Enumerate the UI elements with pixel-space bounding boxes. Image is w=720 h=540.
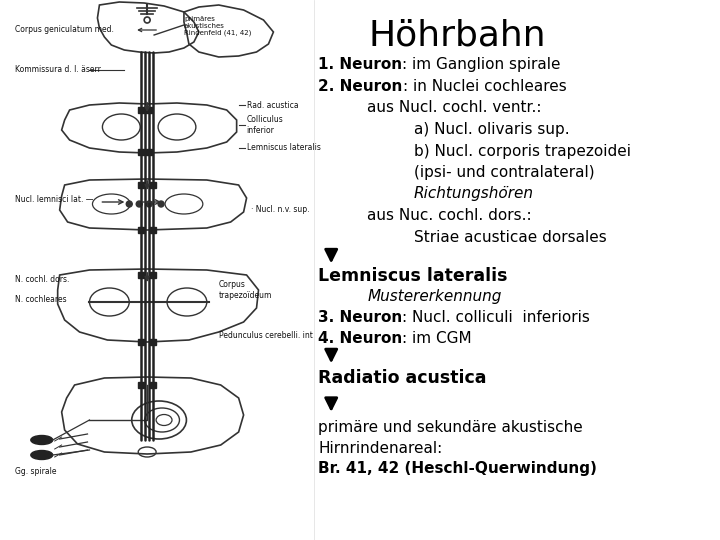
Bar — [150, 227, 156, 233]
Text: N. cochleares: N. cochleares — [15, 295, 66, 305]
Text: b) Nucl. corporis trapezoidei: b) Nucl. corporis trapezoidei — [414, 144, 631, 159]
Bar — [150, 272, 156, 278]
Text: : in Nuclei cochleares: : in Nuclei cochleares — [402, 79, 567, 94]
Bar — [150, 339, 156, 345]
Text: primäre und sekundäre akustische: primäre und sekundäre akustische — [318, 420, 583, 435]
Text: Striae acusticae dorsales: Striae acusticae dorsales — [414, 230, 607, 245]
Ellipse shape — [126, 201, 132, 207]
Bar — [138, 382, 144, 388]
Text: Hirnrindenareal:: Hirnrindenareal: — [318, 441, 443, 456]
Text: Kommissura d. l. äserr: Kommissura d. l. äserr — [15, 65, 101, 75]
Bar — [138, 227, 144, 233]
Text: 1. Neuron: 1. Neuron — [318, 57, 402, 72]
Text: Corpus
trapezoïdeum: Corpus trapezoïdeum — [219, 280, 272, 300]
Ellipse shape — [31, 435, 53, 444]
Text: Lemniscus lateralis: Lemniscus lateralis — [318, 267, 508, 286]
Bar — [138, 272, 144, 278]
Text: Lemniscus lateralis: Lemniscus lateralis — [246, 144, 320, 152]
Text: a) Nucl. olivaris sup.: a) Nucl. olivaris sup. — [414, 122, 570, 137]
Bar — [150, 382, 156, 388]
Bar — [146, 149, 152, 155]
Text: Mustererkennung: Mustererkennung — [367, 289, 502, 305]
Ellipse shape — [146, 201, 152, 207]
Text: 4. Neuron: 4. Neuron — [318, 330, 402, 346]
Text: aus Nucl. cochl. ventr.:: aus Nucl. cochl. ventr.: — [367, 100, 541, 116]
Text: : im Ganglion spirale: : im Ganglion spirale — [402, 57, 561, 72]
Ellipse shape — [158, 201, 164, 207]
Text: Höhrbahn: Höhrbahn — [369, 19, 546, 53]
Text: aus Nuc. cochl. dors.:: aus Nuc. cochl. dors.: — [367, 208, 532, 223]
Text: 3. Neuron: 3. Neuron — [318, 310, 402, 325]
Text: primäres
akustisches
Rindenfeld (41, 42): primäres akustisches Rindenfeld (41, 42) — [184, 16, 251, 37]
Bar — [138, 339, 144, 345]
Text: : im CGM: : im CGM — [402, 330, 472, 346]
Text: Corpus geniculatum med.: Corpus geniculatum med. — [15, 25, 114, 35]
Text: · Nucl. n.v. sup.: · Nucl. n.v. sup. — [251, 206, 309, 214]
Text: (ipsi- und contralateral): (ipsi- und contralateral) — [414, 165, 595, 180]
Text: Richtungshören: Richtungshören — [414, 186, 534, 201]
Bar — [150, 182, 156, 188]
Bar — [138, 182, 144, 188]
Text: Br. 41, 42 (Heschl-Querwindung): Br. 41, 42 (Heschl-Querwindung) — [318, 461, 597, 476]
Bar — [146, 107, 152, 113]
Text: N. cochl. dors.: N. cochl. dors. — [15, 275, 69, 285]
Text: Radiatio acustica: Radiatio acustica — [318, 369, 487, 387]
Ellipse shape — [31, 450, 53, 460]
Bar — [138, 149, 144, 155]
Ellipse shape — [136, 201, 142, 207]
Bar — [138, 107, 144, 113]
Text: : Nucl. colliculi  inferioris: : Nucl. colliculi inferioris — [402, 310, 590, 325]
Text: Rad. acustica: Rad. acustica — [246, 100, 298, 110]
Text: Colliculus
inferior: Colliculus inferior — [246, 116, 284, 134]
Text: Nucl. lemnisci lat. —: Nucl. lemnisci lat. — — [15, 195, 94, 205]
Text: Pedunculus cerebelli. int: Pedunculus cerebelli. int — [219, 330, 312, 340]
Text: 2. Neuron: 2. Neuron — [318, 79, 402, 94]
Text: Gg. spirale: Gg. spirale — [15, 468, 56, 476]
